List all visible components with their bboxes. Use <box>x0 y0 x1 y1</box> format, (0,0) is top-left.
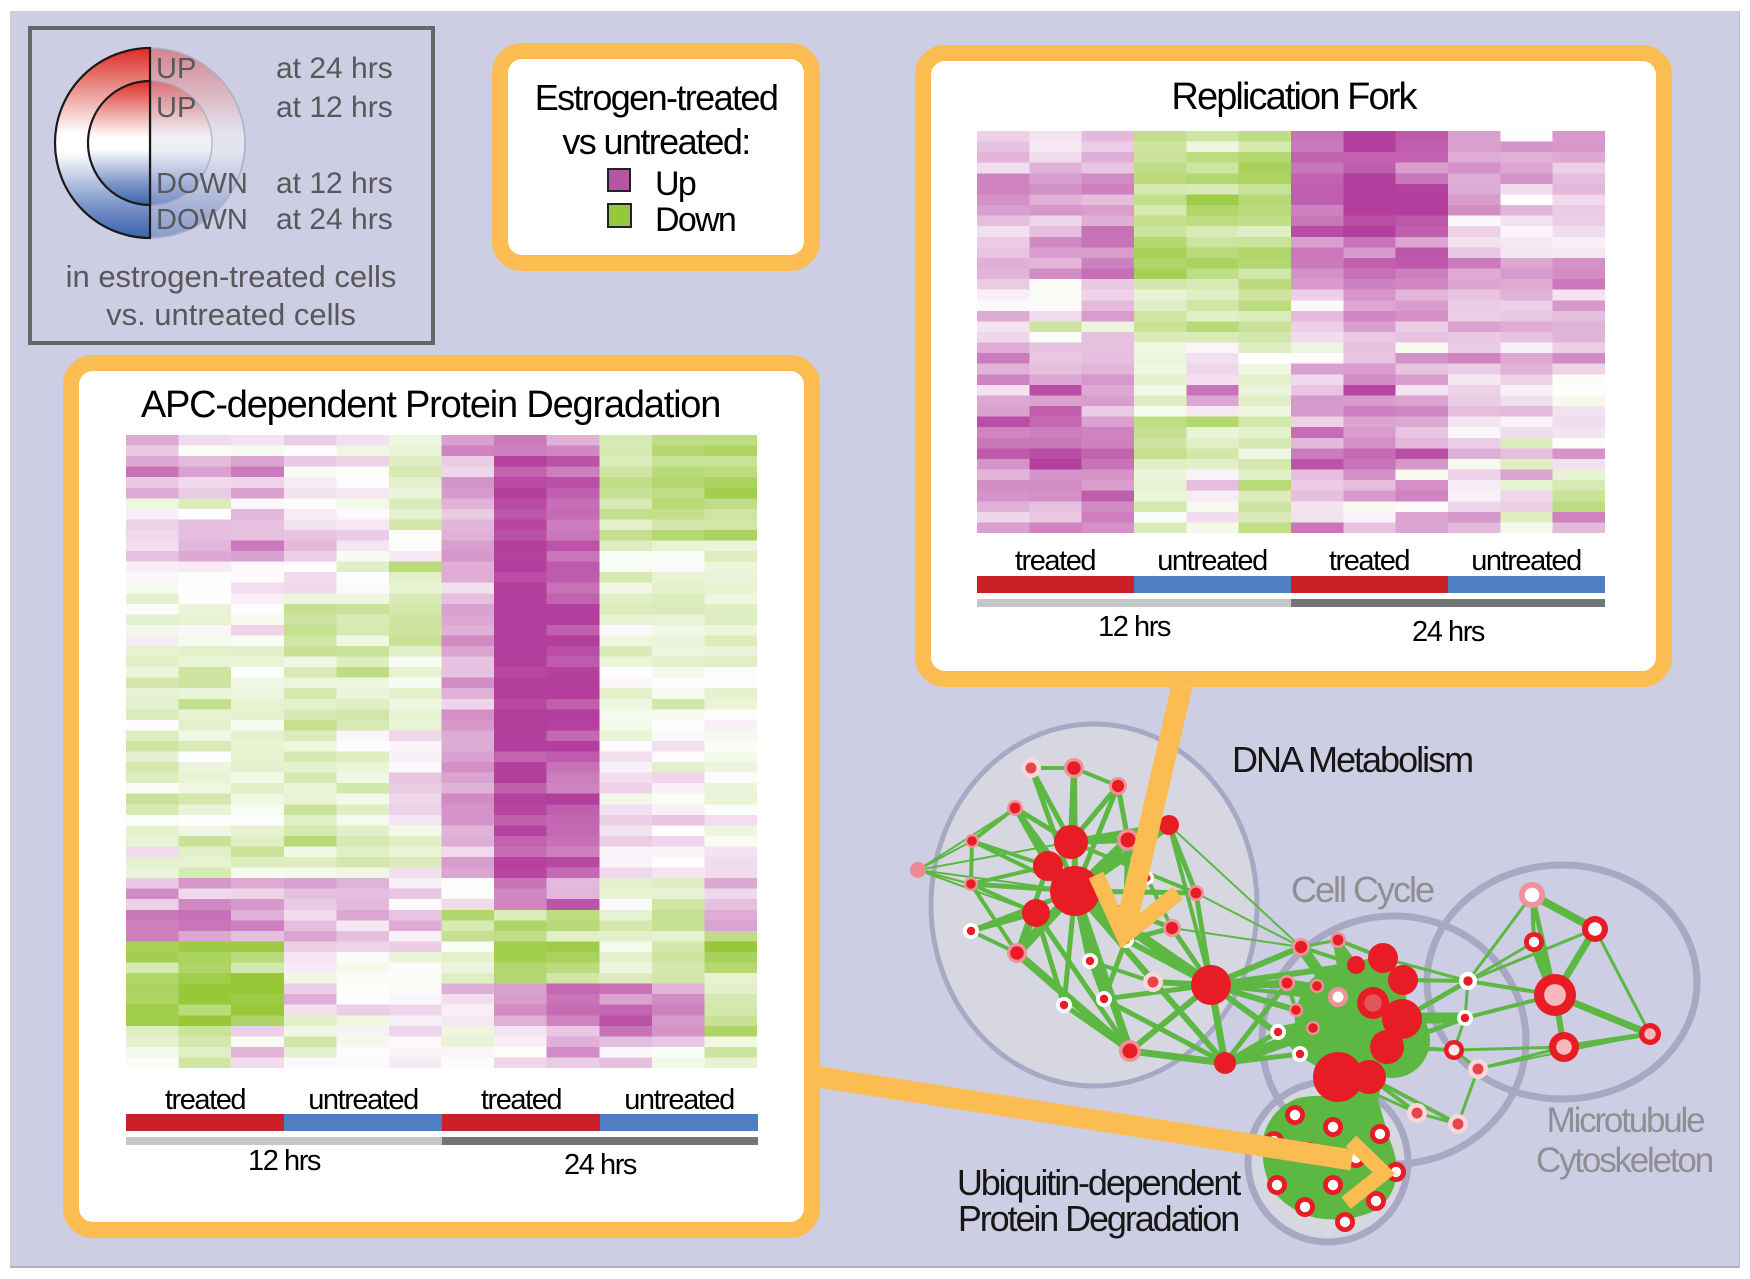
svg-text:DOWN: DOWN <box>156 168 248 200</box>
svg-text:UP: UP <box>156 92 196 124</box>
svg-text:at 24 hrs: at 24 hrs <box>276 52 393 85</box>
svg-text:vs. untreated cells: vs. untreated cells <box>106 297 356 332</box>
svg-text:at 12 hrs: at 12 hrs <box>276 91 393 124</box>
svg-text:DOWN: DOWN <box>156 204 248 236</box>
svg-text:UP: UP <box>156 53 196 85</box>
svg-text:at 12 hrs: at 12 hrs <box>276 167 393 200</box>
svg-text:Microtubule: Microtubule <box>1547 1101 1704 1140</box>
svg-text:Cell Cycle: Cell Cycle <box>1291 869 1434 910</box>
svg-text:in estrogen-treated cells: in estrogen-treated cells <box>66 259 397 294</box>
svg-text:Ubiquitin-dependent: Ubiquitin-dependent <box>957 1162 1241 1203</box>
svg-text:Cytoskeleton: Cytoskeleton <box>1536 1141 1713 1180</box>
svg-text:DNA Metabolism: DNA Metabolism <box>1232 739 1472 780</box>
svg-text:Protein Degradation: Protein Degradation <box>958 1198 1238 1239</box>
svg-text:at 24 hrs: at 24 hrs <box>276 203 393 236</box>
